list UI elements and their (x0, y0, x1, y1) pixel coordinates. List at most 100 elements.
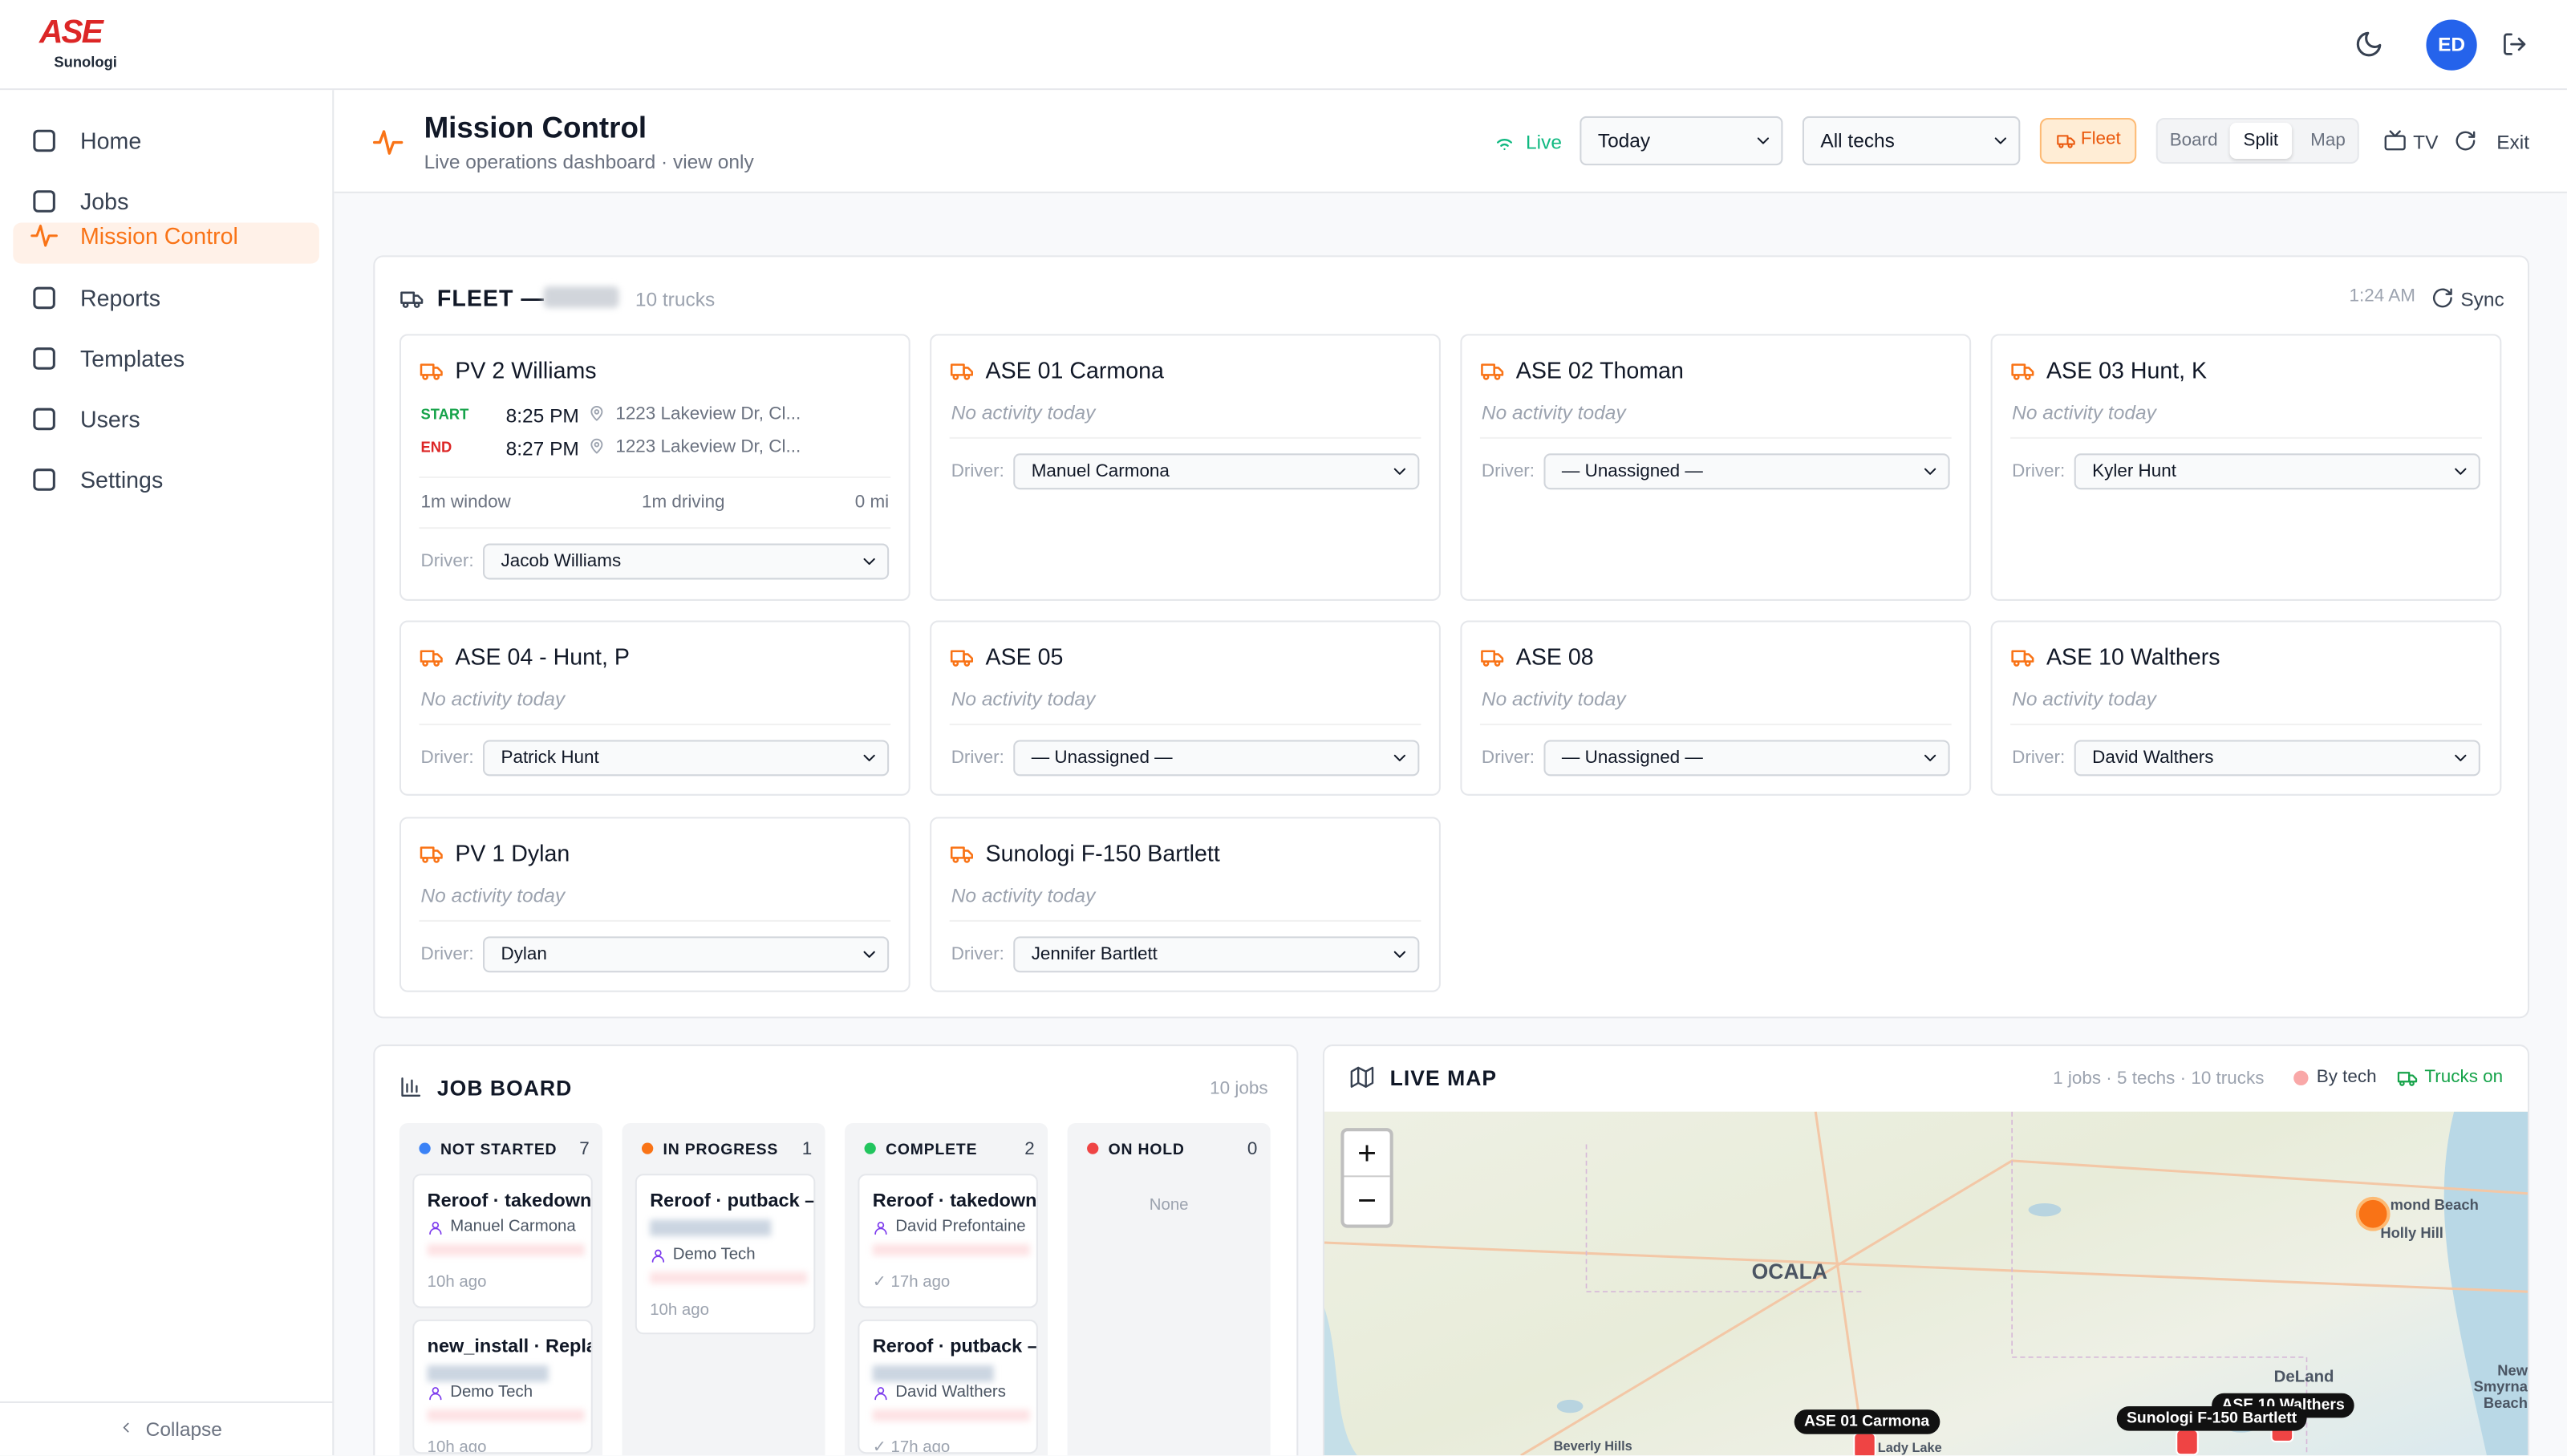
start-time: 8:25 PM (505, 404, 579, 428)
place-label: OCALA (1751, 1259, 1827, 1284)
chevron (863, 951, 875, 958)
driver-select[interactable]: Kyler Hunt (2074, 453, 2480, 490)
truck-marker[interactable] (2176, 1429, 2199, 1456)
truck-icon (420, 650, 443, 667)
nav-icon (33, 347, 55, 370)
truck-marker[interactable] (1853, 1432, 1876, 1456)
job-card[interactable]: new_install · Repla Demo Tech 10h ago (412, 1319, 593, 1454)
window: 1m window (420, 493, 511, 513)
chevron (1757, 137, 1770, 144)
end-label: END (420, 438, 452, 456)
column-count: 0 (1247, 1139, 1258, 1159)
truck-name: ASE 04 - Hunt, P (455, 643, 630, 670)
trucks-on-toggle[interactable]: Trucks on (2424, 1067, 2504, 1088)
job-column (1067, 1122, 1271, 1456)
truck-name: PV 1 Dylan (455, 839, 570, 866)
nav-item[interactable]: Mission Control (79, 222, 238, 249)
end-address: 1223 Lakeview Dr, Cl... (615, 436, 801, 457)
redacted (872, 1365, 994, 1382)
job-card[interactable]: Reroof · putback – David Walthers ✓ 17h ag… (858, 1319, 1038, 1454)
fleet-time: 1:24 AM (2349, 286, 2415, 306)
job-time: 10h ago (650, 1301, 709, 1320)
nav-item[interactable]: Users (79, 406, 140, 432)
truck-icon (1481, 363, 1504, 380)
chevron (1994, 137, 2007, 144)
driver-select[interactable]: Manuel Carmona (1013, 453, 1420, 490)
nav-item[interactable]: Home (79, 128, 142, 154)
zoom-out[interactable]: − (1357, 1183, 1377, 1220)
fleet-count: 10 trucks (635, 288, 716, 311)
redacted (650, 1219, 772, 1236)
redacted (427, 1409, 585, 1422)
driver-select[interactable]: — Unassigned — (1543, 740, 1950, 777)
nav-item[interactable]: Reports (79, 285, 161, 311)
view-button[interactable]: Split (2229, 123, 2293, 159)
column-count: 2 (1024, 1139, 1035, 1159)
tv-button[interactable]: TV (2413, 131, 2439, 154)
nav-item[interactable]: Jobs (79, 188, 129, 215)
status-dot (1087, 1142, 1099, 1154)
job-tech: Manuel Carmona (450, 1218, 576, 1236)
truck-icon (950, 363, 974, 380)
job-title: Reroof · putback – (650, 1191, 816, 1212)
collapse-button[interactable]: Collapse (145, 1417, 222, 1441)
chevron (1393, 468, 1406, 475)
truck-icon (2011, 363, 2034, 380)
truck-name: PV 2 Williams (455, 356, 597, 383)
nav-icon (33, 408, 55, 431)
fleet-button[interactable]: Fleet (2039, 117, 2137, 164)
driving: 1m driving (641, 493, 725, 513)
truck-status: No activity today (1481, 400, 1626, 424)
driver-label: Driver: (420, 748, 474, 769)
driver-select[interactable]: Jacob Williams (483, 543, 890, 580)
truck-status: No activity today (951, 687, 1096, 711)
sync-button[interactable]: Sync (2460, 288, 2504, 311)
driver-select[interactable]: — Unassigned — (1543, 453, 1950, 490)
driver-label: Driver: (1481, 461, 1535, 481)
driver-select[interactable]: Dylan (483, 936, 890, 973)
job-tech: Demo Tech (450, 1383, 533, 1401)
job-card[interactable]: Reroof · putback – Demo Tech 10h ago (635, 1174, 816, 1335)
column-name: IN PROGRESS (663, 1141, 779, 1159)
zoom-in[interactable]: + (1344, 1131, 1390, 1178)
driver-select[interactable]: — Unassigned — (1013, 740, 1420, 777)
nav-item[interactable]: Templates (79, 345, 185, 372)
driver-label: Driver: (420, 551, 474, 572)
live-map-title: LIVE MAP (1389, 1065, 1498, 1091)
truck-label: ASE 01 Carmona (1794, 1409, 1940, 1434)
date-filter[interactable]: Today (1580, 116, 1783, 166)
truck-name: ASE 02 Thoman (1515, 356, 1684, 383)
chevron (1924, 468, 1936, 475)
by-tech-toggle[interactable]: By tech (2316, 1067, 2377, 1088)
job-card[interactable]: Reroof · takedown David Prefontaine ✓ 17h … (858, 1174, 1038, 1308)
truck-icon (950, 846, 974, 863)
redacted (543, 286, 619, 308)
driver-select[interactable]: Patrick Hunt (483, 740, 890, 777)
refresh-icon (2455, 131, 2476, 151)
nav-icon (30, 225, 58, 247)
job-marker[interactable] (2355, 1196, 2391, 1231)
nav-icon (33, 468, 55, 491)
avatar[interactable]: ED (2426, 19, 2477, 71)
tech-filter[interactable]: All techs (1802, 116, 2021, 166)
driver-select[interactable]: Jennifer Bartlett (1013, 936, 1420, 973)
job-card[interactable]: Reroof · takedown Manuel Carmona 10h ago (412, 1174, 593, 1308)
truck-icon (1481, 650, 1504, 667)
view-button[interactable]: Map (2310, 131, 2346, 151)
driver-select[interactable]: David Walthers (2074, 740, 2480, 777)
redacted (427, 1244, 585, 1256)
place-label: Beverly Hills (1553, 1438, 1632, 1454)
job-time: ✓ 17h ago (872, 1438, 951, 1454)
logout (2504, 33, 2526, 55)
chevron (1924, 754, 1936, 761)
view-button[interactable]: Board (2169, 131, 2218, 151)
top-bar (0, 0, 2567, 91)
driver-label: Driver: (951, 461, 1004, 481)
job-tech: Demo Tech (672, 1246, 756, 1264)
driver-label: Driver: (420, 944, 474, 965)
nav-item[interactable]: Settings (79, 466, 164, 493)
driver-label: Driver: (951, 748, 1004, 769)
exit-button[interactable]: Exit (2496, 131, 2530, 154)
redacted (872, 1244, 1030, 1256)
tech-icon (874, 1221, 887, 1235)
